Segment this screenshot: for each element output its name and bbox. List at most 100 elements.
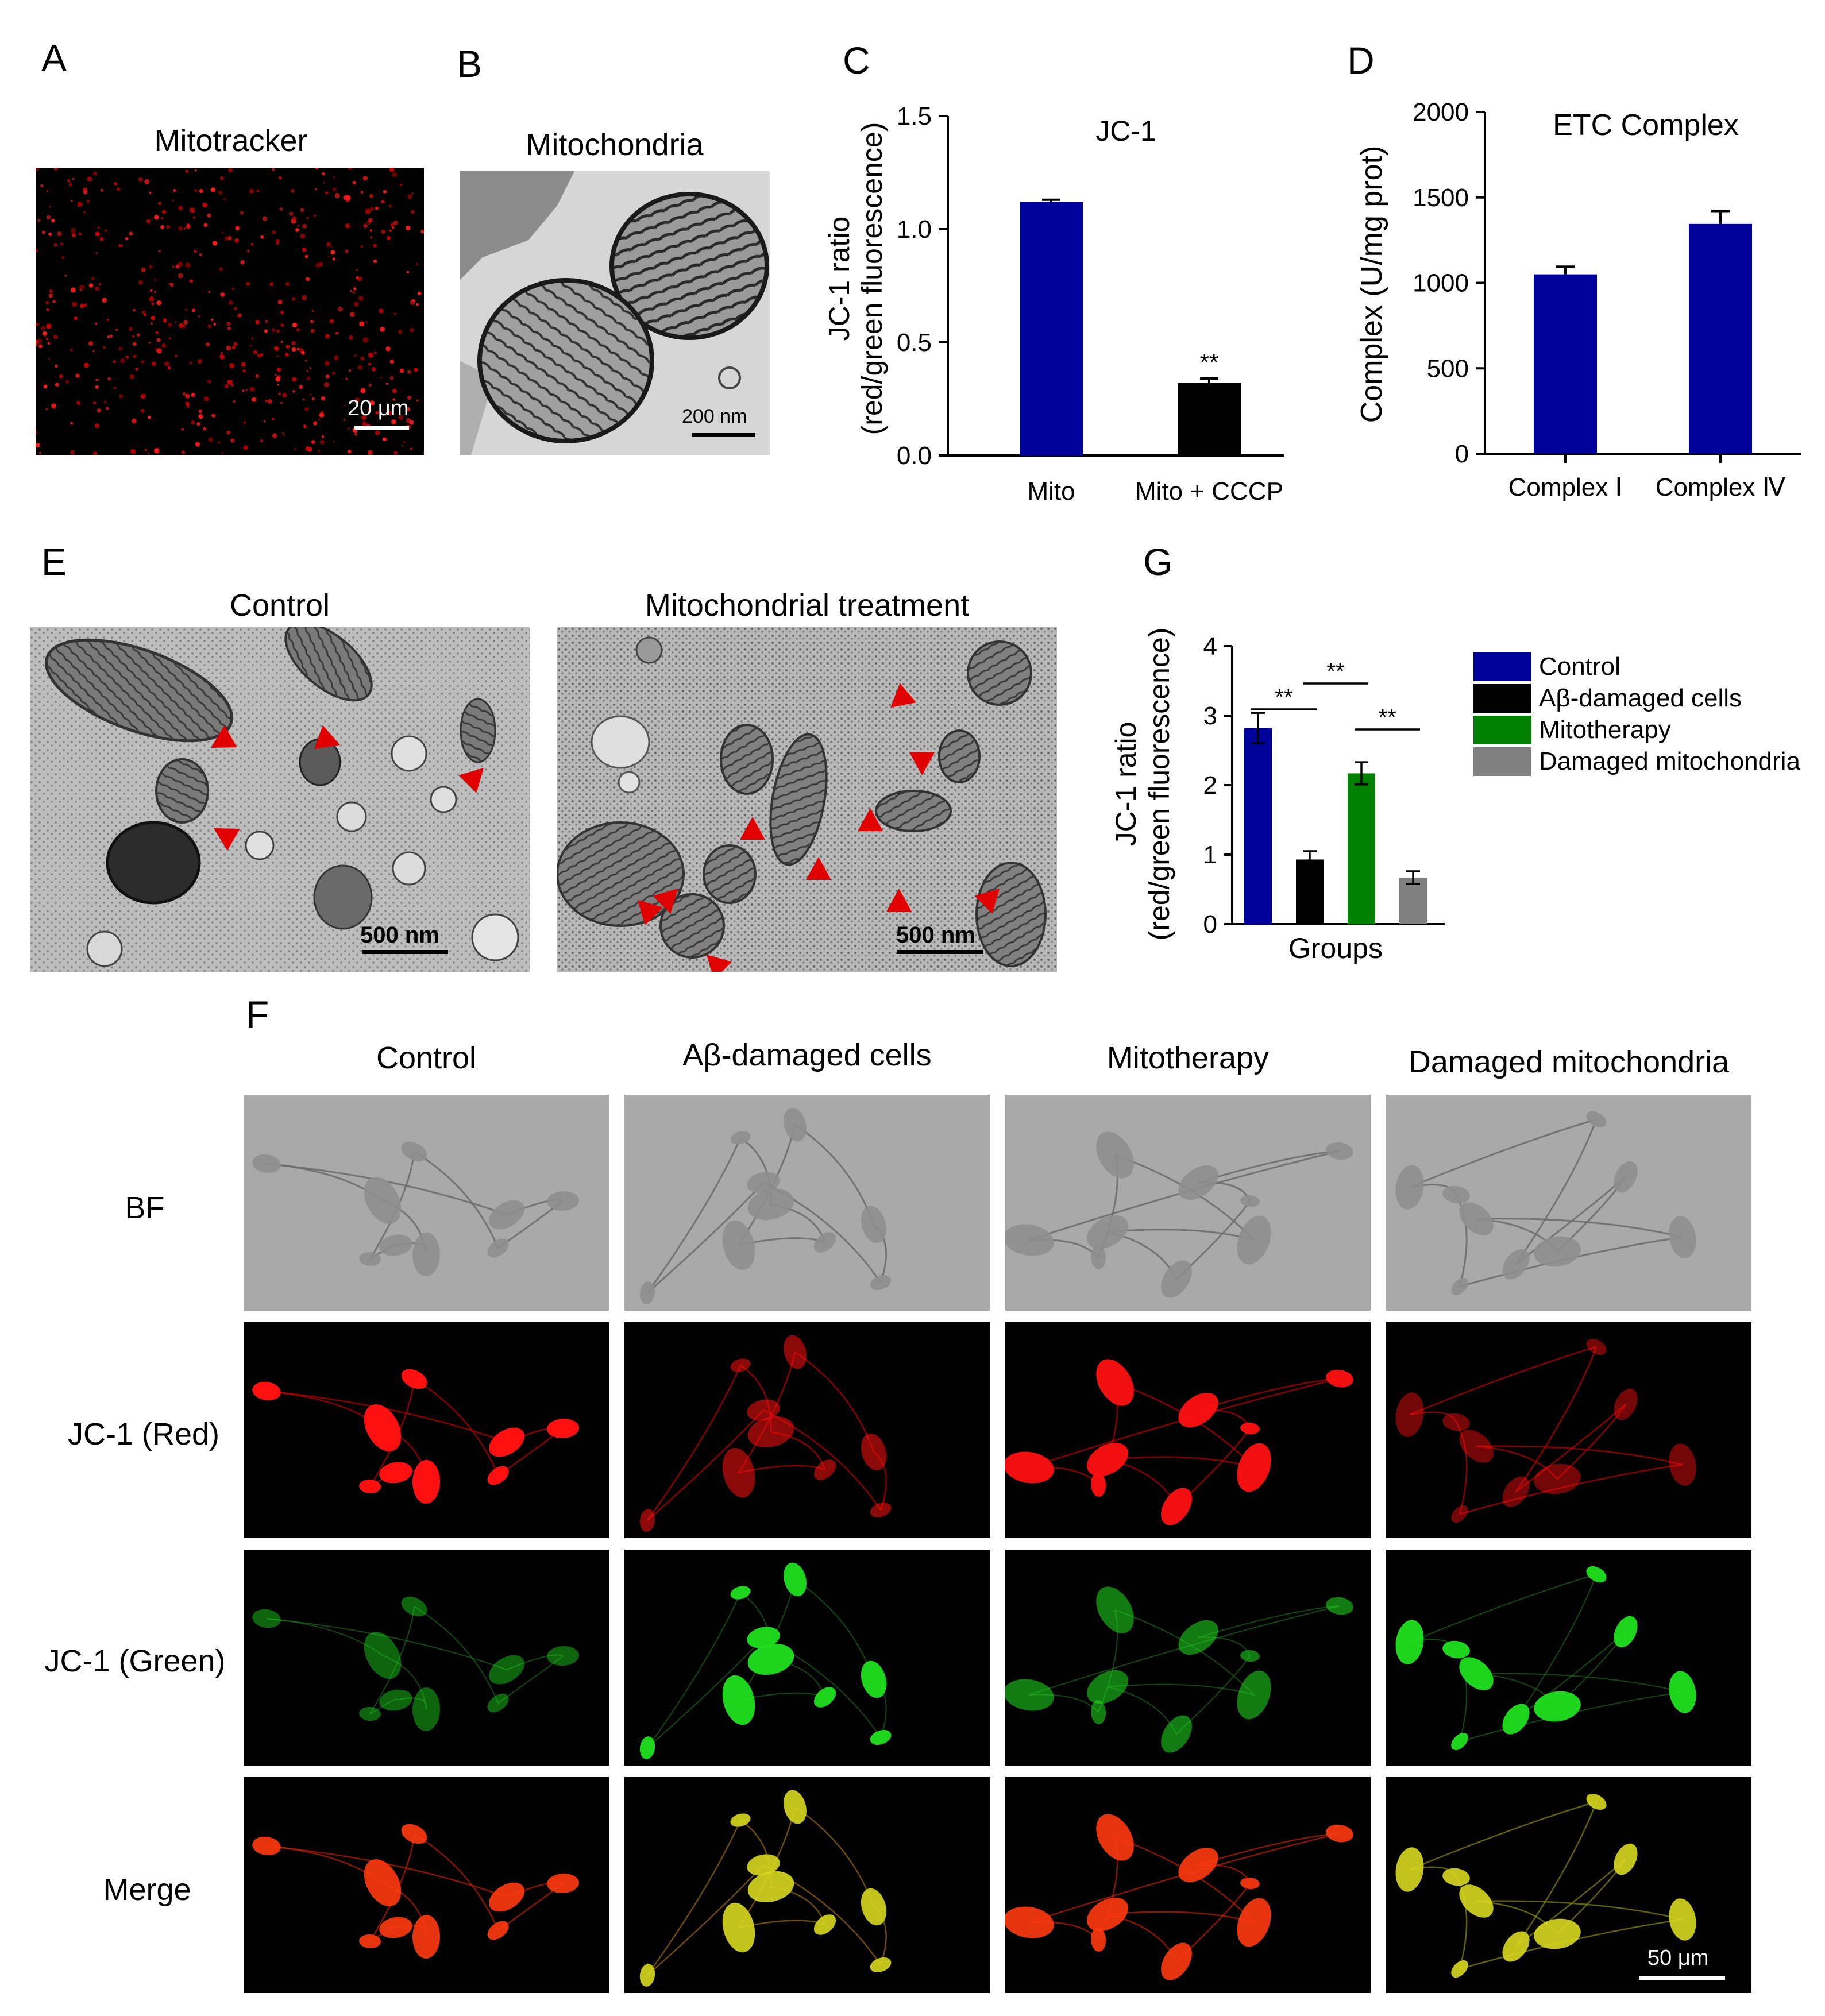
mito-dot (384, 438, 388, 441)
mito-dot (415, 262, 418, 265)
cell-body (1005, 1906, 1054, 1938)
mito-dot (291, 341, 296, 346)
cell-body (730, 1813, 751, 1827)
mito-dot (370, 206, 375, 211)
cell-body (412, 1233, 441, 1276)
micrograph-drawing (639, 1107, 892, 1304)
mito-dot (189, 207, 195, 213)
cell-body (1442, 1868, 1470, 1886)
cell-body (813, 1459, 836, 1480)
mito-dot (224, 236, 229, 241)
cell-body (1005, 1224, 1054, 1256)
panel-letter-g: G (1143, 540, 1173, 583)
y-tick-label-c: 1.0 (897, 215, 932, 244)
mito-dot (46, 323, 52, 329)
cell-body (639, 1964, 655, 1987)
micrograph-merge-2 (1005, 1777, 1371, 1993)
mito-dot (333, 355, 339, 361)
mito-dot (92, 171, 97, 176)
mito-dot (99, 237, 104, 241)
cell-body (401, 1824, 427, 1844)
mito-dot (36, 249, 38, 253)
cell-body (1240, 1422, 1260, 1435)
mito-dot (53, 243, 57, 247)
row-label-jc1-red: JC-1 (Red) (67, 1417, 220, 1451)
mito-dot (198, 315, 200, 318)
mito-dot (381, 229, 385, 234)
y-tick-label-d: 1000 (1413, 269, 1469, 298)
micrograph-green-1 (624, 1550, 990, 1766)
mito-dot (367, 407, 372, 412)
cell-process (647, 1181, 765, 1294)
mito-dot (228, 300, 233, 305)
em-control-drawing (30, 627, 530, 972)
cell-body (359, 1706, 381, 1721)
cell-body (1669, 1671, 1696, 1713)
mito-dot (407, 395, 412, 400)
mito-dot (255, 374, 259, 378)
mito-dot (352, 428, 354, 430)
scale-label-e-control: 500 nm (360, 922, 439, 948)
cell-body (861, 1660, 887, 1698)
mito-dot (156, 338, 161, 342)
bar-d-0 (1534, 274, 1597, 454)
mito-dot (292, 389, 296, 393)
mito-dot (71, 233, 76, 238)
mito-dot (261, 353, 264, 356)
mito-dot (345, 377, 348, 380)
cell-process (1198, 1605, 1340, 1638)
cell-process (414, 1833, 499, 1931)
mito-dot (137, 333, 140, 337)
cell-body (1086, 1897, 1129, 1932)
cell-body (1669, 1898, 1696, 1941)
cell-body (870, 1502, 892, 1518)
mito-dot (422, 451, 424, 454)
mito-dot (154, 291, 156, 293)
mito-dot (312, 310, 314, 312)
mito-dot (406, 225, 411, 230)
mito-dot (272, 433, 277, 438)
micrograph-red-1 (624, 1322, 990, 1538)
mito-dot (207, 379, 211, 384)
mito-dot (103, 400, 107, 404)
mito-dot (94, 322, 98, 325)
row-label-merge: Merge (103, 1872, 191, 1907)
scale-bar-e-control (362, 950, 448, 954)
mito-dot (186, 224, 191, 229)
cell-body (379, 1462, 412, 1484)
mito-dot (59, 374, 63, 379)
cell-body (1096, 1131, 1134, 1179)
mito-dot (247, 249, 250, 252)
mito-dot (369, 194, 373, 198)
mito-dot (156, 348, 162, 354)
mito-dot (211, 414, 215, 418)
mito-dot (352, 291, 355, 294)
scale-label-a: 20 μm (348, 396, 409, 420)
mito-dot (387, 235, 391, 240)
mito-dot (310, 329, 315, 333)
mito-dot (207, 324, 212, 329)
mito-dot (263, 420, 265, 423)
mito-dot (211, 318, 214, 321)
cell-process (414, 1378, 499, 1476)
mito-dot (149, 289, 153, 292)
cell-body (1178, 1165, 1218, 1200)
mito-dot (313, 214, 316, 217)
row-label-jc1-green: JC-1 (Green) (44, 1644, 226, 1678)
mito-dot (296, 347, 299, 350)
mito-dot (370, 400, 373, 403)
mito-dot (235, 226, 240, 230)
mito-dot (369, 229, 372, 232)
mito-dot (306, 376, 311, 381)
cell-process (414, 1150, 499, 1249)
mito-dot (68, 183, 72, 187)
mito-dot (115, 329, 118, 331)
cell-process (1459, 1691, 1683, 1742)
mito-dot (88, 341, 94, 346)
mito-dot (315, 168, 319, 170)
cell-body (1586, 1111, 1607, 1128)
scale-label-e-treatment: 500 nm (896, 922, 975, 948)
mito-dot (128, 327, 133, 331)
mito-dot (301, 350, 305, 355)
mito-dot (194, 249, 197, 253)
